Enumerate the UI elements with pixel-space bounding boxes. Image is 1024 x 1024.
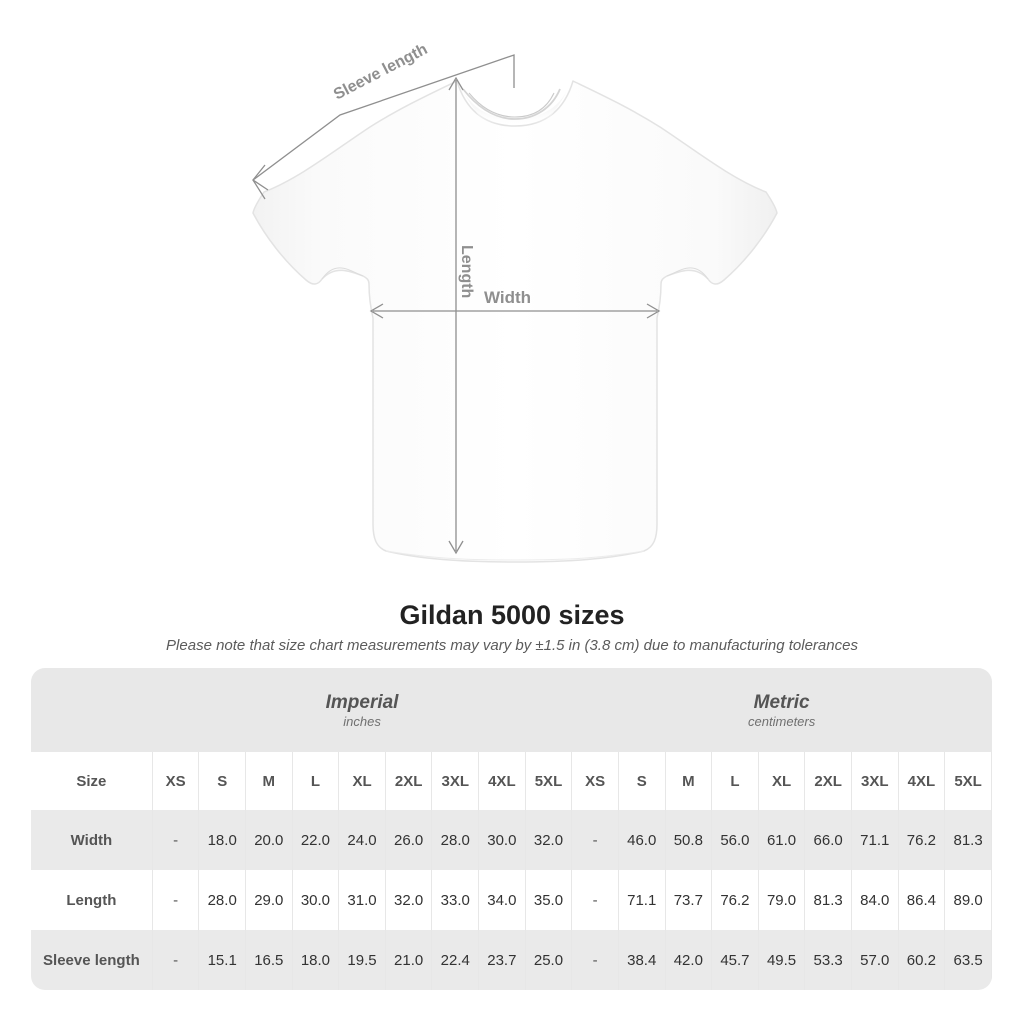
svg-text:Length: Length [458, 245, 475, 298]
svg-text:Sleeve length: Sleeve length [331, 41, 430, 104]
svg-text:Width: Width [484, 288, 531, 307]
